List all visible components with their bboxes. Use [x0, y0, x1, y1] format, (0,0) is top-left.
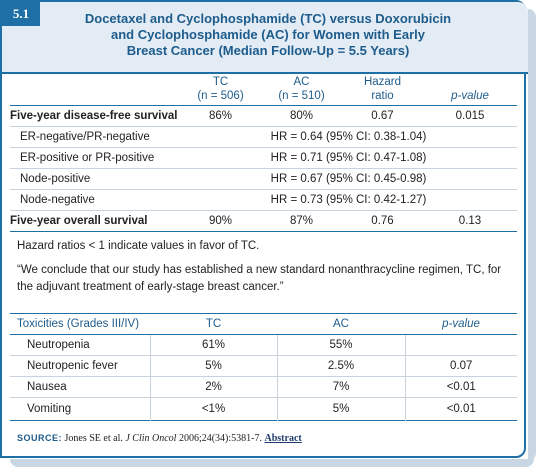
table-row: Nausea 2% 7% <0.01: [10, 376, 517, 398]
col-header-ac-name: AC: [293, 76, 310, 88]
title-line-3: Breast Cancer (Median Follow-Up = 5.5 Ye…: [126, 43, 410, 58]
col-header-toxicities: Toxicities (Grades III/IV): [10, 313, 150, 335]
source-authors: Jones SE et al.: [64, 433, 123, 444]
cell-ac: 5%: [277, 397, 406, 421]
table-row: ER-positive or PR-positive HR = 0.71 (95…: [10, 148, 517, 169]
figure-number-tag: 5.1: [2, 2, 40, 26]
row-label: Neutropenia: [10, 334, 151, 356]
survival-table: TC (n = 506) AC (n = 510) Hazard ratio p-va…: [10, 75, 517, 232]
col-header-p-value: p-value: [405, 313, 517, 335]
table-row: ER-negative/PR-negative HR = 0.64 (95% C…: [10, 127, 517, 148]
col-header-p-label: p-value: [451, 90, 489, 102]
row-label: Node-negative: [20, 194, 95, 206]
cell-hr: 0.67: [371, 110, 394, 122]
table-row: Neutropenia 61% 55%: [10, 334, 517, 356]
row-label: Five-year overall survival: [10, 215, 148, 227]
col-header-ac-n: (n = 510): [278, 90, 325, 102]
cell-hazard-ci: HR = 0.67 (95% CI: 0.45-0.98): [270, 173, 427, 185]
cell-hr: 0.76: [371, 215, 394, 227]
cell-tc: 2%: [150, 376, 278, 398]
row-label: Five-year disease-free survival: [10, 110, 178, 122]
cell-ac: 80%: [289, 110, 314, 122]
frame-shadow-bottom: [10, 459, 534, 467]
col-header-ac: AC (n = 510): [261, 75, 342, 106]
cell-hazard-ci: HR = 0.71 (95% CI: 0.47-1.08): [270, 152, 427, 164]
cell-ac: 55%: [277, 334, 406, 356]
table-row: Node-negative HR = 0.73 (95% CI: 0.42-1.…: [10, 190, 517, 211]
cell-ac: 7%: [277, 376, 406, 398]
abstract-link[interactable]: Abstract: [264, 433, 302, 444]
col-header-tc-name: TC: [212, 76, 229, 88]
source-label: SOURCE:: [17, 433, 63, 443]
col-header-ac: AC: [277, 313, 405, 335]
hazard-ratio-note: Hazard ratios < 1 indicate values in fav…: [17, 240, 260, 252]
row-label: Vomiting: [10, 397, 151, 421]
toxicities-table: Toxicities (Grades III/IV) TC AC p-value…: [10, 313, 517, 421]
source-citation: SOURCE: Jones SE et al. J Clin Oncol 200…: [17, 433, 302, 444]
cell-tc: <1%: [150, 397, 278, 421]
header-blank: [10, 75, 180, 106]
study-conclusion-quote: “We conclude that our study has establis…: [17, 264, 502, 293]
row-label: ER-positive or PR-positive: [20, 152, 155, 164]
cell-p: <0.01: [446, 403, 476, 415]
toxicities-table-header: Toxicities (Grades III/IV) TC AC p-value: [10, 313, 517, 335]
cell-p: <0.01: [446, 381, 476, 393]
survival-table-header: TC (n = 506) AC (n = 510) Hazard ratio p-va…: [10, 75, 517, 106]
table-row: Node-positive HR = 0.67 (95% CI: 0.45-0.…: [10, 169, 517, 190]
row-label: Nausea: [10, 376, 151, 398]
cell-hazard-ci: HR = 0.64 (95% CI: 0.38-1.04): [270, 131, 427, 143]
title-line-2: and Cyclophosphamide (AC) for Women with…: [111, 27, 425, 42]
table-row: Neutropenic fever 5% 2.5% 0.07: [10, 355, 517, 377]
cell-tc: 86%: [208, 110, 233, 122]
cell-tc: 5%: [150, 355, 278, 377]
cell-p: [405, 335, 517, 356]
cell-ac: 87%: [289, 215, 314, 227]
table-row: Five-year overall survival 90% 87% 0.76 …: [10, 211, 517, 232]
col-header-tc: TC (n = 506): [180, 75, 261, 106]
row-label: ER-negative/PR-negative: [20, 131, 150, 143]
row-label: Neutropenic fever: [10, 355, 151, 377]
col-header-hazard-ratio: Hazard ratio: [342, 75, 423, 106]
row-label: Node-positive: [20, 173, 91, 185]
col-header-tc: TC: [150, 313, 277, 335]
cell-hazard-ci: HR = 0.73 (95% CI: 0.42-1.27): [270, 194, 427, 206]
source-citation-details: 2006;24(34):5381-7.: [178, 433, 262, 444]
cell-tc: 61%: [150, 334, 278, 356]
col-header-hr-line1: Hazard: [363, 76, 402, 88]
cell-p: 0.13: [458, 215, 482, 227]
table-row: Vomiting <1% 5% <0.01: [10, 397, 517, 421]
cell-p: 0.015: [455, 110, 485, 122]
figure-title: Docetaxel and Cyclophosphamide (TC) vers…: [72, 11, 464, 59]
cell-tc: 90%: [208, 215, 233, 227]
cell-p: 0.07: [450, 360, 473, 372]
frame-shadow-right: [528, 9, 536, 461]
figure-header: 5.1 Docetaxel and Cyclophosphamide (TC) …: [2, 2, 528, 74]
col-header-tc-n: (n = 506): [197, 90, 244, 102]
title-line-1: Docetaxel and Cyclophosphamide (TC) vers…: [84, 11, 452, 26]
source-journal: J Clin Oncol: [125, 433, 177, 444]
col-header-hr-line2: ratio: [371, 90, 394, 102]
col-header-p-value: p-value: [423, 75, 517, 106]
cell-ac: 2.5%: [277, 355, 406, 377]
table-row: Five-year disease-free survival 86% 80% …: [10, 106, 517, 127]
